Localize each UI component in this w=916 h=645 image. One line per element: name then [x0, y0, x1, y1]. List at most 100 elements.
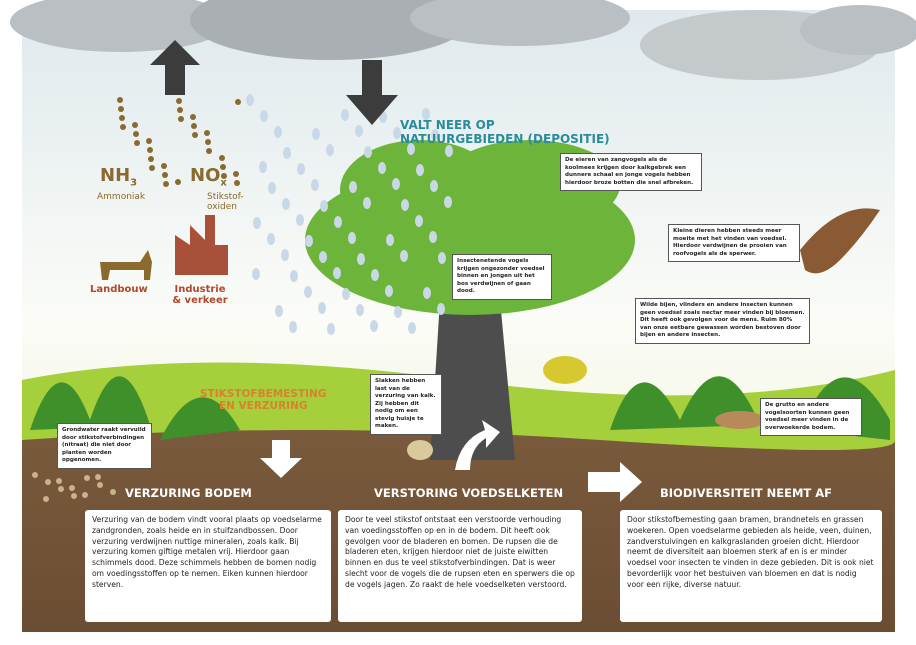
- fertilization-line: STIKSTOFBEMESTING: [200, 388, 326, 400]
- raindrop: [408, 322, 416, 334]
- particle: [233, 171, 239, 177]
- particle: [134, 140, 140, 146]
- raindrop: [356, 304, 364, 316]
- raindrop: [334, 216, 342, 228]
- callout: Wilde bijen, vlinders en andere insecten…: [635, 298, 810, 344]
- raindrop: [260, 110, 268, 122]
- raindrop: [311, 179, 319, 191]
- raindrop: [429, 231, 437, 243]
- raindrop: [438, 252, 446, 264]
- raindrop: [416, 164, 424, 176]
- ground-bird: [715, 411, 765, 429]
- formula-base: NH: [100, 165, 130, 186]
- raindrop: [349, 181, 357, 193]
- infographic: VALT NEER OPNATUURGEBIEDEN (DEPOSITIE) N…: [0, 0, 916, 645]
- raindrop: [401, 199, 409, 211]
- raindrop: [252, 268, 260, 280]
- raindrop: [378, 162, 386, 174]
- raindrop: [246, 94, 254, 106]
- particle: [120, 124, 126, 130]
- particle: [118, 106, 124, 112]
- raindrop: [274, 126, 282, 138]
- particle: [176, 98, 182, 104]
- raindrop: [348, 232, 356, 244]
- section-title: BIODIVERSITEIT NEEMT AF: [660, 486, 832, 500]
- tree-trunk: [430, 300, 515, 460]
- raindrop: [415, 215, 423, 227]
- particle: [149, 165, 155, 171]
- compound-name: Stikstof-oxiden: [207, 192, 247, 212]
- callout: De grutto en andere vogelsoorten kunnen …: [760, 398, 862, 436]
- raindrop: [318, 302, 326, 314]
- particle: [95, 474, 101, 480]
- particle: [84, 475, 90, 481]
- particle: [206, 148, 212, 154]
- raindrop: [392, 178, 400, 190]
- particle: [163, 181, 169, 187]
- raindrop: [304, 286, 312, 298]
- raindrop: [355, 125, 363, 137]
- particle: [191, 123, 197, 129]
- particle: [161, 163, 167, 169]
- raindrop: [370, 320, 378, 332]
- raindrop: [363, 197, 371, 209]
- raindrop: [444, 196, 452, 208]
- section-text: Door stikstofbemesting gaan bramen, bran…: [620, 510, 882, 622]
- section-title: VERZURING BODEM: [125, 486, 252, 500]
- fertilization-label: STIKSTOFBEMESTINGEN VERZURING: [200, 388, 326, 412]
- bird: [543, 356, 587, 384]
- raindrop: [385, 285, 393, 297]
- raindrop: [357, 253, 365, 265]
- raindrop: [281, 249, 289, 261]
- particle: [219, 155, 225, 161]
- callout: Slakken hebben last van de verzuring van…: [370, 374, 442, 435]
- raindrop: [445, 145, 453, 157]
- particle: [190, 114, 196, 120]
- raindrop: [333, 267, 341, 279]
- raindrop: [253, 217, 261, 229]
- particle: [148, 156, 154, 162]
- raindrop: [259, 161, 267, 173]
- raindrop: [289, 321, 297, 333]
- particle: [58, 486, 64, 492]
- formula: NOx: [190, 165, 227, 189]
- raindrop: [394, 306, 402, 318]
- particle: [234, 180, 240, 186]
- raindrop: [326, 144, 334, 156]
- source-origin: Industrie & verkeer: [170, 284, 230, 306]
- raindrop: [296, 214, 304, 226]
- raindrop: [327, 323, 335, 335]
- particle: [205, 139, 211, 145]
- particle: [117, 97, 123, 103]
- callout: Kleine dieren hebben steeds meer moeite …: [668, 224, 800, 262]
- raindrop: [400, 250, 408, 262]
- particle: [132, 122, 138, 128]
- formula: NH3: [100, 165, 137, 189]
- deposition-line: VALT NEER OP: [400, 118, 610, 132]
- particle: [147, 147, 153, 153]
- raindrop: [297, 163, 305, 175]
- raindrop: [282, 198, 290, 210]
- particle: [82, 492, 88, 498]
- raindrop: [423, 287, 431, 299]
- raindrop: [305, 235, 313, 247]
- raindrop: [275, 305, 283, 317]
- particle: [110, 489, 116, 495]
- particle: [45, 479, 51, 485]
- particle: [71, 493, 77, 499]
- particle: [146, 138, 152, 144]
- snail: [407, 440, 433, 460]
- particle: [56, 478, 62, 484]
- particle: [175, 179, 181, 185]
- raindrop: [342, 288, 350, 300]
- compound-name: Ammoniak: [97, 192, 145, 202]
- raindrop: [386, 234, 394, 246]
- section-text: Verzuring van de bodem vindt vooral plaa…: [85, 510, 331, 622]
- raindrop: [320, 200, 328, 212]
- formula-sub: 3: [130, 178, 137, 189]
- raindrop: [267, 233, 275, 245]
- raindrop: [341, 109, 349, 121]
- particle: [177, 107, 183, 113]
- deposition-line: NATUURGEBIEDEN (DEPOSITIE): [400, 132, 610, 146]
